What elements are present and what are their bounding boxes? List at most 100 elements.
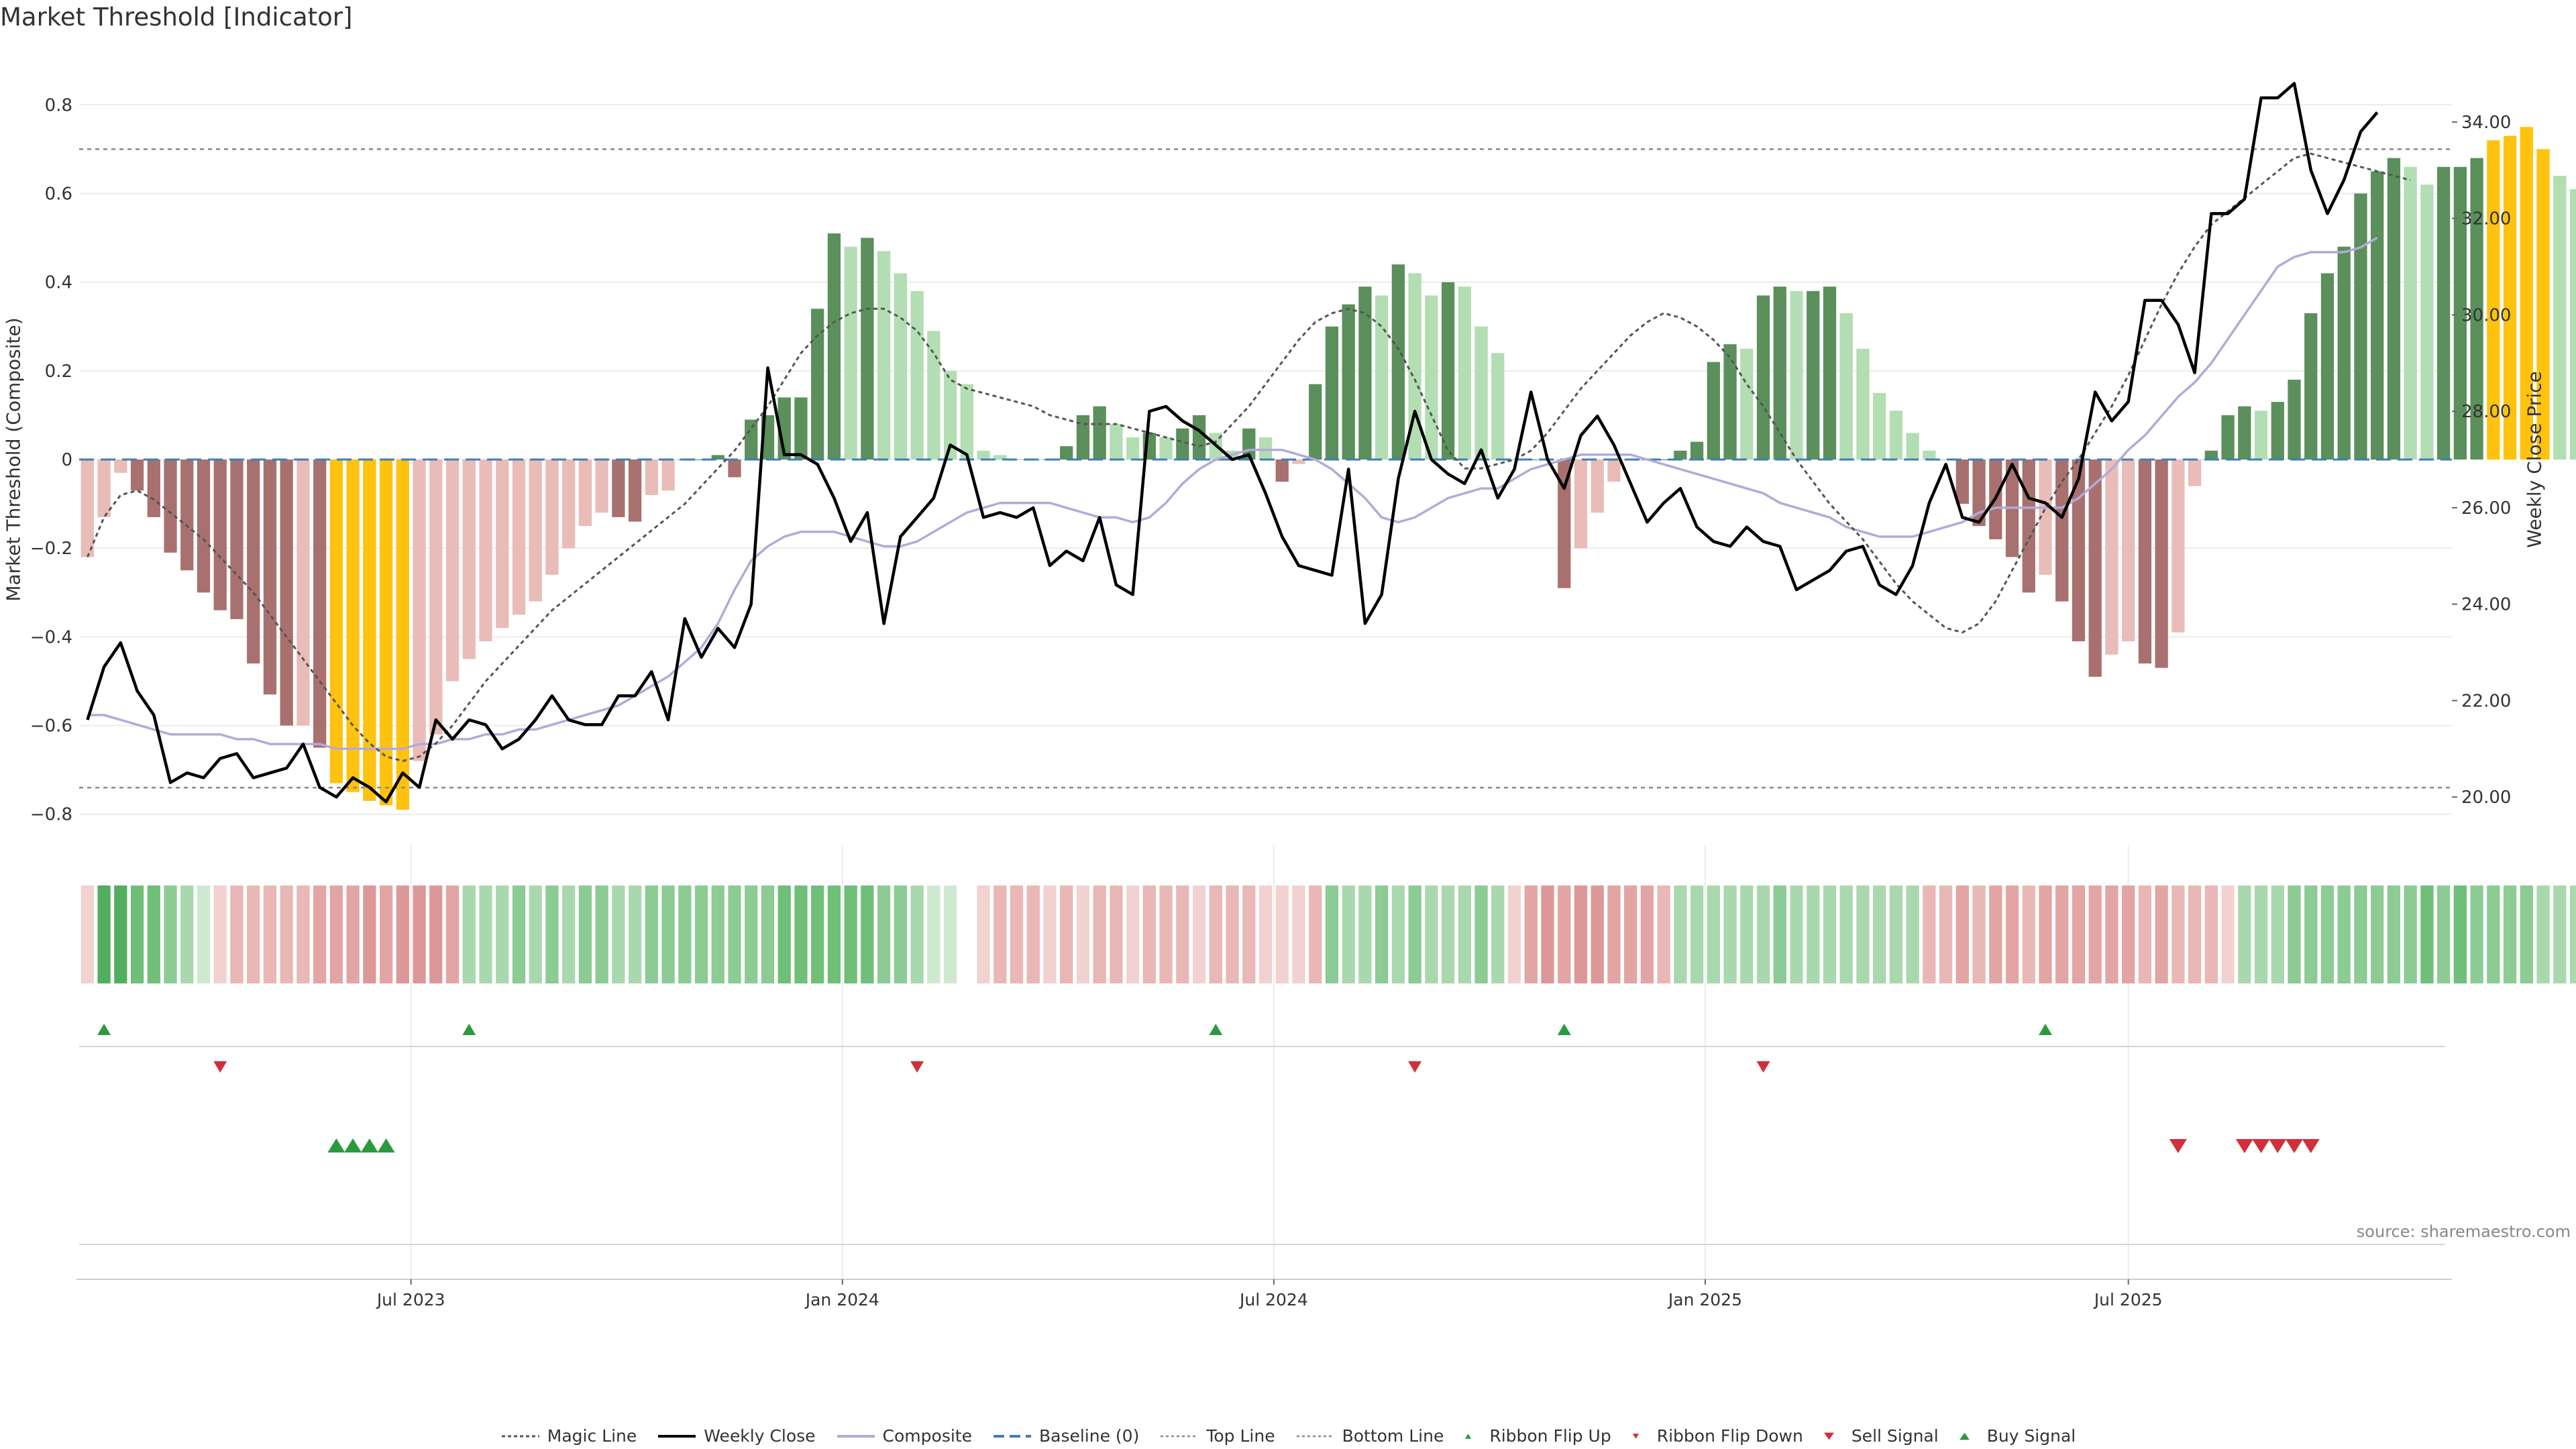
composite-bar bbox=[147, 460, 160, 517]
buy-signal-marker bbox=[327, 1138, 345, 1152]
composite-bar bbox=[80, 460, 95, 557]
sell-signal-marker bbox=[2286, 1139, 2304, 1153]
ribbon-cell bbox=[1657, 885, 1670, 983]
composite-bar bbox=[1093, 406, 1106, 460]
composite-bar bbox=[578, 460, 592, 527]
ribbon-cell bbox=[280, 885, 293, 983]
ribbon-cell bbox=[1309, 885, 1322, 983]
x-tick-label: Jan 2025 bbox=[1667, 1290, 1742, 1309]
legend-item-weekly-close: Weekly Close bbox=[657, 1426, 816, 1446]
composite-bar bbox=[1674, 450, 1687, 460]
ribbon-cell bbox=[1707, 885, 1720, 983]
composite-bar bbox=[496, 460, 509, 629]
legend-swatch-top-line bbox=[1161, 1435, 1199, 1437]
ribbon-cell bbox=[1226, 885, 1239, 983]
legend-item-sell-signal: Sell Signal bbox=[1823, 1426, 1939, 1446]
right-tick-label: 26.00 bbox=[2461, 498, 2511, 519]
x-tick-label: Jul 2023 bbox=[376, 1290, 445, 1309]
ribbon-flip-up-marker bbox=[1557, 1024, 1571, 1035]
composite-bar bbox=[2487, 140, 2500, 460]
composite-bar bbox=[247, 460, 260, 664]
composite-bar bbox=[529, 460, 542, 602]
ribbon-cell bbox=[429, 885, 443, 983]
ribbon-cell bbox=[2420, 885, 2434, 983]
ribbon-cell bbox=[1756, 885, 1770, 983]
ribbon-cell bbox=[1325, 885, 1339, 983]
composite-bar bbox=[1275, 460, 1289, 482]
composite-bar bbox=[2022, 460, 2035, 593]
ribbon-cell bbox=[1126, 885, 1140, 983]
ribbon-cell bbox=[844, 885, 857, 983]
composite-bar bbox=[1076, 415, 1090, 460]
ribbon-cell bbox=[1923, 885, 1936, 983]
triangle-up-icon bbox=[1959, 1432, 1970, 1440]
composite-bar bbox=[1740, 348, 1754, 460]
ribbon-cell bbox=[661, 885, 675, 983]
legend-item-top-line: Top Line bbox=[1159, 1426, 1275, 1446]
composite-bar bbox=[1060, 446, 1073, 460]
ribbon-cell bbox=[297, 885, 310, 983]
ribbon-cell bbox=[1740, 885, 1754, 983]
composite-bar bbox=[2055, 460, 2069, 602]
ribbon-cell bbox=[2536, 885, 2550, 983]
legend-label: Bottom Line bbox=[1342, 1426, 1444, 1446]
composite-bar bbox=[346, 460, 360, 792]
ribbon-cell bbox=[1723, 885, 1737, 983]
ribbon-flip-up-marker bbox=[97, 1024, 111, 1035]
right-tick-label: 32.00 bbox=[2461, 209, 2511, 229]
composite-bar bbox=[2453, 166, 2467, 460]
magic-line bbox=[87, 152, 2411, 762]
right-tick-label: 30.00 bbox=[2461, 305, 2511, 325]
legend-item-ribbon-flip-down: Ribbon Flip Down bbox=[1631, 1426, 1803, 1446]
ribbon-cell bbox=[1972, 885, 1986, 983]
composite-bar bbox=[2470, 158, 2483, 460]
composite-bars bbox=[80, 127, 2576, 810]
ribbon-flip-down-marker bbox=[910, 1061, 924, 1073]
ribbon-cell bbox=[1889, 885, 1903, 983]
ribbon-cell bbox=[346, 885, 360, 983]
composite-bar bbox=[1558, 460, 1571, 588]
composite-bar bbox=[927, 331, 941, 460]
indicator-lines bbox=[79, 82, 2452, 804]
ribbon-cell bbox=[1939, 885, 1953, 983]
composite-bar bbox=[2320, 273, 2334, 460]
ribbon-cell bbox=[2105, 885, 2118, 983]
ribbon-cell bbox=[230, 885, 244, 983]
triangle-down-icon bbox=[1632, 1433, 1639, 1439]
composite-bar bbox=[130, 460, 144, 491]
ribbon-cell bbox=[1989, 885, 2002, 983]
ribbon-cell bbox=[777, 885, 791, 983]
ribbon-cell bbox=[1823, 885, 1837, 983]
composite-bar bbox=[1856, 348, 1870, 460]
left-axis-label: Market Threshold (Composite) bbox=[2, 317, 25, 602]
ribbon-cell bbox=[1342, 885, 1355, 983]
ribbon-cell bbox=[1474, 885, 1488, 983]
composite-bar bbox=[877, 251, 891, 460]
composite-bar bbox=[1756, 295, 1770, 460]
ribbon-cell bbox=[745, 885, 758, 983]
composite-bar bbox=[1955, 460, 1969, 504]
composite-bar bbox=[1408, 273, 1421, 460]
ribbon-cell bbox=[379, 885, 393, 983]
triangle-down-icon bbox=[1823, 1432, 1834, 1440]
ribbon-cell bbox=[2138, 885, 2152, 983]
composite-bar bbox=[1110, 424, 1123, 460]
composite-bar bbox=[2088, 460, 2102, 677]
ribbon-flip-down-marker bbox=[1408, 1061, 1422, 1073]
ribbon-cell bbox=[2436, 885, 2451, 983]
ribbon-cell bbox=[197, 885, 211, 983]
ribbon-strip bbox=[80, 885, 2576, 983]
ribbon-cell bbox=[1773, 885, 1786, 983]
left-tick-label: 0.4 bbox=[45, 273, 72, 293]
ribbon-cell bbox=[1955, 885, 1969, 983]
composite-bar bbox=[2188, 460, 2202, 486]
composite-bar bbox=[595, 460, 608, 513]
composite-bar bbox=[977, 450, 990, 460]
ribbon-cell bbox=[2354, 885, 2367, 983]
ribbon-cell bbox=[1391, 885, 1405, 983]
composite-bar bbox=[479, 460, 492, 641]
composite-bar bbox=[1923, 450, 1936, 460]
ribbon-cell bbox=[1292, 885, 1305, 983]
ribbon-cell bbox=[2337, 885, 2351, 983]
ribbon-cell bbox=[2520, 885, 2533, 983]
